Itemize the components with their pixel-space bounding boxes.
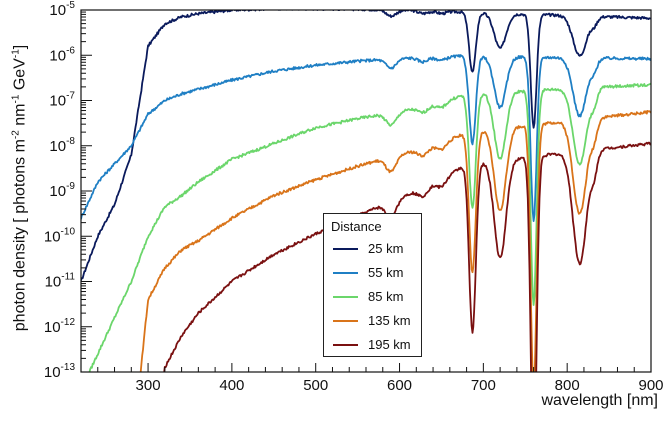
y-tick-label: 10-12 — [44, 317, 76, 336]
x-tick-label: 600 — [387, 377, 412, 394]
x-tick-label: 700 — [471, 377, 496, 394]
series-line-55-km — [81, 54, 651, 222]
legend-item: 25 km — [324, 240, 423, 258]
series-line-85-km — [88, 82, 651, 372]
y-tick-label: 10-8 — [49, 136, 75, 155]
y-tick-label: 10-13 — [44, 362, 76, 381]
legend-label: 55 km — [368, 265, 404, 280]
y-tick-label: 10-11 — [45, 272, 76, 291]
series-line-135-km — [139, 110, 651, 372]
legend-swatch — [333, 272, 358, 274]
y-tick-label: 10-10 — [44, 226, 76, 245]
legend-item: 135 km — [324, 312, 423, 330]
legend-title: Distance — [331, 219, 382, 234]
y-axis-title: photon density [ photons m-2 nm-1 GeV-1] — [10, 44, 29, 332]
legend-label: 135 km — [368, 313, 411, 328]
legend-swatch — [333, 344, 358, 346]
y-tick-label: 10-5 — [49, 0, 75, 19]
x-tick-label: 400 — [219, 377, 244, 394]
legend-label: 85 km — [368, 289, 404, 304]
legend-label: 195 km — [368, 337, 411, 352]
x-axis-title: wavelength [nm] — [541, 392, 658, 409]
x-tick-label: 500 — [303, 377, 328, 394]
legend-swatch — [333, 248, 358, 250]
x-tick-label: 800 — [555, 377, 580, 394]
series-line-25-km — [81, 10, 651, 281]
x-tick-label: 300 — [136, 377, 161, 394]
y-tick-label: 10-7 — [49, 91, 75, 110]
legend-item: 195 km — [324, 336, 423, 354]
legend-swatch — [333, 320, 358, 322]
legend-item: 55 km — [324, 264, 423, 282]
legend-item: 85 km — [324, 288, 423, 306]
x-tick-label: 900 — [638, 377, 663, 394]
legend: Distance 25 km 55 km 85 km 135 km 195 km — [323, 213, 422, 357]
y-tick-label: 10-9 — [49, 181, 75, 200]
legend-swatch — [333, 296, 358, 298]
y-tick-label: 10-6 — [49, 45, 75, 64]
legend-label: 25 km — [368, 241, 404, 256]
